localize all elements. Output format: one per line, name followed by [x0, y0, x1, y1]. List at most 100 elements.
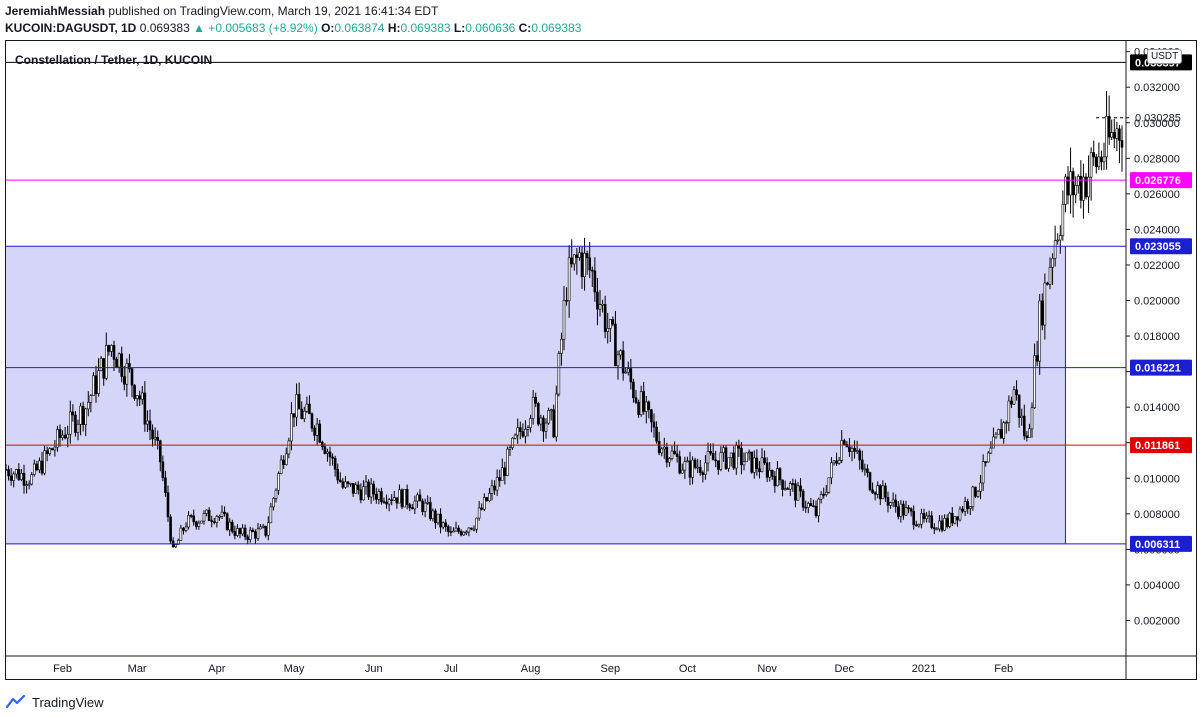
candle-body	[909, 508, 913, 512]
candle-body	[819, 494, 823, 500]
candle-body	[1082, 176, 1085, 201]
candle-body	[565, 299, 568, 302]
candle-body	[362, 486, 365, 501]
candle-body	[176, 540, 180, 545]
candle-body	[642, 391, 646, 412]
chart-frame[interactable]: 0.0020000.0040000.0060000.0080000.010000…	[5, 40, 1197, 680]
candle-body	[786, 488, 790, 490]
tradingview-brand[interactable]: TradingView	[32, 694, 104, 710]
candle-body	[153, 437, 157, 440]
candle-body	[140, 392, 144, 400]
candle-body	[230, 521, 234, 532]
candle-body	[562, 299, 566, 340]
candle-body	[413, 500, 417, 510]
candle-body	[449, 531, 453, 533]
candle-body	[837, 460, 841, 464]
currency-unit-button[interactable]: USDT	[1147, 49, 1183, 64]
candle-body	[1028, 428, 1031, 438]
candle-body	[338, 479, 342, 483]
candle-body	[488, 493, 491, 502]
author-name[interactable]: JeremiahMessiah	[5, 4, 106, 18]
candle-body	[675, 453, 679, 457]
candle-body	[318, 423, 322, 443]
candle-body	[889, 502, 892, 506]
candle-body	[650, 409, 653, 423]
candle-body	[470, 527, 473, 530]
candle-body	[102, 358, 106, 379]
candle-body	[750, 451, 754, 473]
candle-body	[827, 477, 831, 493]
candle-body	[521, 431, 525, 437]
candle-body	[992, 436, 995, 449]
y-tick-label: 0.010000	[1134, 473, 1180, 485]
last-price: 0.069383	[139, 21, 190, 35]
candle-body	[950, 512, 954, 524]
candle-body	[511, 437, 514, 448]
candle-body	[403, 488, 406, 508]
x-tick-label: Oct	[679, 663, 696, 675]
candle-body	[948, 512, 952, 527]
candle-body	[781, 479, 784, 490]
high-label: H:	[387, 21, 401, 35]
candle-body	[593, 270, 597, 293]
candle-body	[907, 507, 910, 509]
candle-body	[758, 468, 761, 472]
close-label: C:	[518, 21, 532, 35]
candle-body	[246, 536, 250, 540]
candle-body	[452, 530, 455, 533]
candle-body	[341, 481, 345, 488]
x-tick-label: Aug	[521, 663, 541, 675]
candle-body	[53, 446, 57, 451]
candle-body	[179, 527, 183, 541]
low-label: L:	[453, 21, 466, 35]
candle-body	[796, 485, 800, 501]
candle-body	[614, 323, 617, 367]
candle-body	[1015, 389, 1018, 396]
candle-body	[12, 473, 16, 481]
y-tick-label: 0.020000	[1134, 296, 1180, 308]
candle-body	[161, 461, 165, 479]
candle-body	[848, 446, 851, 452]
candle-body	[691, 459, 694, 478]
candle-body	[14, 469, 18, 475]
candle-body	[722, 447, 725, 453]
price-chart[interactable]: 0.0020000.0040000.0060000.0080000.010000…	[6, 41, 1197, 680]
candle-body	[369, 483, 373, 498]
candle-body	[454, 527, 458, 532]
candle-body	[374, 493, 378, 500]
candle-body	[652, 421, 656, 428]
candle-body	[1069, 171, 1072, 196]
candle-body	[261, 525, 265, 528]
candle-body	[665, 446, 669, 463]
candle-body	[958, 508, 962, 521]
candle-body	[6, 469, 8, 471]
candle-body	[860, 459, 864, 470]
candle-body	[716, 460, 720, 470]
candle-body	[542, 417, 545, 432]
candle-body	[43, 450, 46, 474]
candle-body	[248, 529, 252, 540]
candle-body	[45, 450, 49, 454]
y-tick-label: 0.028000	[1134, 153, 1180, 165]
candle-body	[434, 510, 437, 524]
candle-body	[984, 461, 988, 463]
candle-body	[997, 429, 1000, 435]
candle-body	[732, 452, 736, 469]
candle-body	[709, 451, 712, 454]
candle-body	[32, 463, 36, 475]
candle-body	[174, 544, 178, 548]
candle-body	[824, 491, 828, 495]
candle-body	[1056, 239, 1060, 242]
candle-body	[755, 457, 759, 469]
candle-body	[1120, 140, 1124, 148]
candle-body	[169, 516, 172, 542]
candle-body	[655, 426, 658, 442]
candle-body	[850, 447, 854, 452]
candle-body	[719, 452, 723, 470]
candle-body	[529, 418, 532, 428]
level-label-bg	[1130, 437, 1192, 454]
x-tick-label: May	[284, 663, 305, 675]
candle-body	[284, 453, 288, 465]
tradingview-logo-icon[interactable]	[6, 695, 26, 709]
candle-body	[624, 371, 628, 374]
